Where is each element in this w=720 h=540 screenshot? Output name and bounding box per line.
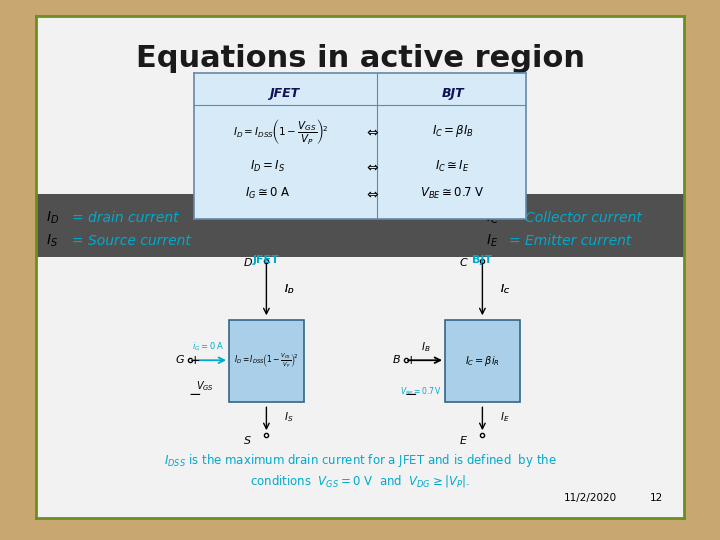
Text: BJT: BJT [472,254,492,265]
Text: $I_D = I_S$: $I_D = I_S$ [250,159,285,174]
Text: $I_D = I_{DSS}\!\left(1 - \dfrac{V_{GS}}{V_P}\right)^{\!2}$: $I_D = I_{DSS}\!\left(1 - \dfrac{V_{GS}}… [233,117,328,146]
Text: $I_D$: $I_D$ [284,282,294,296]
Text: $I_D$: $I_D$ [46,210,59,226]
Text: $I_G \cong 0\;\mathrm{A}$: $I_G \cong 0\;\mathrm{A}$ [245,186,290,201]
Text: C: C [460,258,467,268]
Text: $I_S$: $I_S$ [46,233,58,249]
Text: −: − [189,387,202,402]
Text: 11/2/2020: 11/2/2020 [564,494,617,503]
Text: $I_C$: $I_C$ [487,210,499,226]
Bar [229,320,304,402]
Text: $\Leftrightarrow$: $\Leftrightarrow$ [364,187,379,201]
Text: S: S [244,436,251,446]
Text: $\Leftrightarrow$: $\Leftrightarrow$ [364,124,379,138]
Text: $I_B$: $I_B$ [421,340,431,354]
Text: $I_D = I_{DSS}\!\left(1 - \frac{V_{GS}}{V_P}\right)^{\!2}$: $I_D = I_{DSS}\!\left(1 - \frac{V_{GS}}{… [234,352,299,370]
Text: $V_{BE} \cong 0.7\;\mathrm{V}$: $V_{BE} \cong 0.7\;\mathrm{V}$ [420,186,485,201]
Text: B: B [392,355,400,365]
Text: = Emitter current: = Emitter current [509,234,631,248]
Text: G: G [176,355,184,365]
Text: = drain current: = drain current [72,211,179,225]
Text: = Source current: = Source current [72,234,191,248]
Text: JFET: JFET [253,254,280,265]
Text: conditions  $V_{GS} = 0$ V  and  $V_{DG} \geq |V_P|$.: conditions $V_{GS} = 0$ V and $V_{DG} \g… [250,472,470,489]
Text: $I_C = \beta I_B$: $I_C = \beta I_B$ [432,123,474,139]
Text: $I_E$: $I_E$ [487,233,498,249]
Text: JFET: JFET [269,87,299,100]
Text: $I_E$: $I_E$ [500,410,510,423]
Text: $\Leftrightarrow$: $\Leftrightarrow$ [364,159,379,173]
Text: $I_C$: $I_C$ [500,282,510,296]
Text: $I_S$: $I_S$ [284,410,294,423]
Text: Equations in active region: Equations in active region [135,44,585,73]
Text: $V_{GS}$: $V_{GS}$ [196,379,214,393]
Text: $I_C$: $I_C$ [500,282,510,296]
Text: $I_C \cong I_E$: $I_C \cong I_E$ [436,159,470,174]
Text: $I_{DSS}$ is the maximum drain current for a JFET and is defined  by the: $I_{DSS}$ is the maximum drain current f… [163,452,557,469]
Text: 12: 12 [650,494,663,503]
Text: $I_C = \beta i_R$: $I_C = \beta i_R$ [465,354,500,368]
Text: −: − [405,387,418,402]
Bar [36,194,684,257]
Text: $V_{BE} = 0.7\,\mathrm{V}$: $V_{BE} = 0.7\,\mathrm{V}$ [400,386,441,399]
Text: +: + [406,354,417,367]
Text: D: D [243,258,252,268]
Text: $I_D$: $I_D$ [284,282,294,296]
Bar [445,320,520,402]
Text: $i_G = 0\,\mathrm{A}$: $i_G = 0\,\mathrm{A}$ [192,341,224,353]
Text: E: E [460,436,467,446]
Text: BJT: BJT [441,87,464,100]
Text: = Collector current: = Collector current [509,211,642,225]
Text: +: + [190,354,201,367]
